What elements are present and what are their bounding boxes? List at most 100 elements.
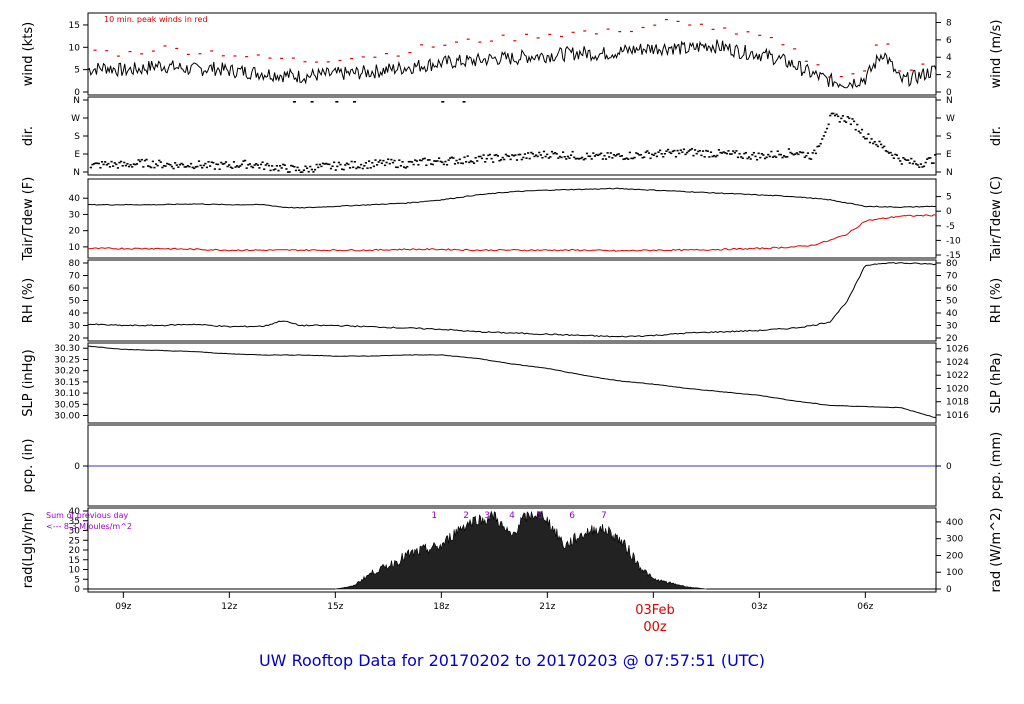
rh-tick-label: 30 xyxy=(69,322,81,332)
dir-point xyxy=(434,160,437,162)
x-tick-label: 09z xyxy=(115,602,131,612)
dir-point xyxy=(261,161,264,164)
dir-point xyxy=(113,162,116,164)
dir-point xyxy=(501,156,504,159)
dir-point xyxy=(291,165,294,167)
dir-point xyxy=(760,153,763,155)
dir-point xyxy=(247,163,250,166)
rad-marker: 4 xyxy=(509,511,515,521)
dir-point xyxy=(759,156,762,159)
dir-point xyxy=(751,153,754,156)
dir-point xyxy=(864,137,867,140)
dir-point xyxy=(511,154,514,156)
dir-ylabel: dir. xyxy=(21,126,36,146)
dir-point xyxy=(741,157,744,160)
dir-point xyxy=(180,162,183,165)
dir-point xyxy=(377,161,380,163)
dir-point xyxy=(894,153,897,156)
dir-point xyxy=(197,160,201,162)
dewpoint-line xyxy=(87,214,937,252)
dir-point xyxy=(345,162,348,165)
dir-point xyxy=(862,136,865,138)
dir-point xyxy=(765,156,768,159)
dir-point xyxy=(366,167,369,169)
wind-tick-label-right: 2 xyxy=(946,71,952,81)
dir-point xyxy=(703,156,706,158)
dir-point xyxy=(94,162,97,164)
dir-point xyxy=(534,154,538,156)
dir-point xyxy=(375,164,379,166)
dir-point xyxy=(124,164,127,167)
dir-point xyxy=(523,153,527,155)
peak-winds-note: 10 min. peak winds in red xyxy=(104,15,208,24)
dir-point xyxy=(288,171,291,173)
dir-point xyxy=(560,156,563,159)
dir-point xyxy=(258,167,261,169)
dir-point xyxy=(684,153,687,156)
dir-point xyxy=(259,163,263,166)
dir-point xyxy=(776,150,779,153)
dir-point xyxy=(420,159,423,162)
dir-point xyxy=(399,164,403,167)
dir-point xyxy=(617,153,620,155)
dir-point xyxy=(215,163,218,166)
dir-point xyxy=(104,161,107,163)
dir-point xyxy=(452,157,455,159)
dir-point xyxy=(517,153,520,156)
dir-point xyxy=(379,159,382,162)
dir-point xyxy=(655,155,659,158)
dir-point xyxy=(539,154,542,156)
dir-point xyxy=(388,162,391,165)
pcp-tick-label-right: 0 xyxy=(946,462,952,472)
dir-point xyxy=(670,152,673,155)
dir-point xyxy=(177,166,180,168)
dir-point xyxy=(391,161,395,164)
slp-tick-label: 30.25 xyxy=(54,355,80,365)
dir-point xyxy=(253,164,256,166)
rad-sum-value: <--- 8.3 MJoules/m^2 xyxy=(46,522,132,531)
dir-point xyxy=(689,149,692,151)
dir-point xyxy=(638,154,641,156)
x-tick-label: 21z xyxy=(539,602,555,612)
dir-point xyxy=(462,101,466,103)
dir-point xyxy=(625,157,628,160)
dir-point xyxy=(137,159,140,161)
dir-point xyxy=(584,157,587,160)
dir-point xyxy=(926,158,929,160)
rh-ylabel-right: RH (%) xyxy=(989,278,1004,323)
dir-point xyxy=(519,153,522,156)
dir-point xyxy=(167,163,170,166)
rh-tick-label-right: 30 xyxy=(946,322,958,332)
dir-point xyxy=(601,158,604,160)
dir-point xyxy=(436,160,439,162)
dir-point xyxy=(326,163,329,165)
dir-point xyxy=(798,151,802,153)
dir-point xyxy=(768,155,771,158)
dir-point xyxy=(150,166,153,169)
slp-tick-label: 30.15 xyxy=(54,378,80,388)
dir-point xyxy=(784,156,787,158)
dir-point xyxy=(849,123,852,126)
dir-point xyxy=(609,152,612,154)
dir-point xyxy=(528,157,531,160)
temp-tick-label-right: -15 xyxy=(946,251,961,261)
dir-point xyxy=(396,166,399,169)
dir-point xyxy=(425,164,428,167)
dir-tick-label: N xyxy=(73,168,80,178)
dir-point xyxy=(251,166,255,169)
dir-point xyxy=(306,167,309,170)
dir-point xyxy=(589,155,592,158)
dir-point xyxy=(166,162,169,165)
dir-point xyxy=(808,157,811,160)
rad-ylabel: rad(Lgly/hr) xyxy=(21,512,36,588)
temp-tick-label: 10 xyxy=(69,243,81,253)
dir-point xyxy=(666,148,670,151)
dir-point xyxy=(881,146,884,149)
dir-point xyxy=(781,156,784,159)
dir-point xyxy=(105,163,108,166)
dir-point xyxy=(468,161,471,164)
dir-point xyxy=(875,143,878,146)
dir-point xyxy=(600,152,603,155)
